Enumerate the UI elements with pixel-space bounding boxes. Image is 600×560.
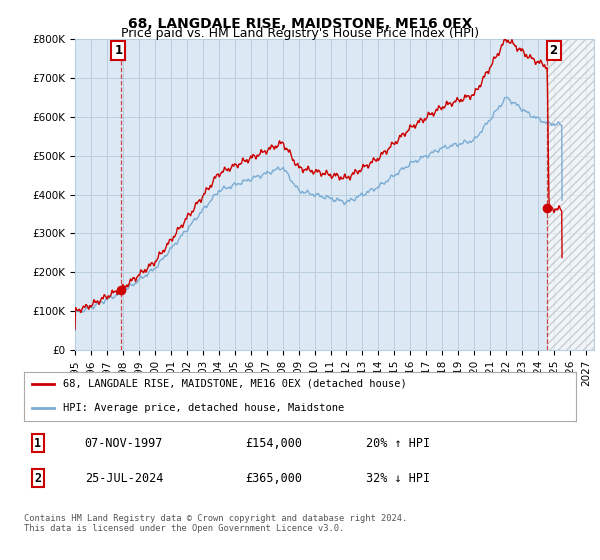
Text: Contains HM Land Registry data © Crown copyright and database right 2024.
This d: Contains HM Land Registry data © Crown c… [24, 514, 407, 534]
Text: 25-JUL-2024: 25-JUL-2024 [85, 472, 163, 484]
Text: 32% ↓ HPI: 32% ↓ HPI [366, 472, 430, 484]
Text: 68, LANGDALE RISE, MAIDSTONE, ME16 0EX (detached house): 68, LANGDALE RISE, MAIDSTONE, ME16 0EX (… [62, 379, 406, 389]
Text: Price paid vs. HM Land Registry's House Price Index (HPI): Price paid vs. HM Land Registry's House … [121, 27, 479, 40]
Text: £154,000: £154,000 [245, 437, 302, 450]
Text: £365,000: £365,000 [245, 472, 302, 484]
Text: 1: 1 [114, 44, 122, 57]
Text: 2: 2 [34, 472, 41, 484]
Text: 07-NOV-1997: 07-NOV-1997 [85, 437, 163, 450]
Text: HPI: Average price, detached house, Maidstone: HPI: Average price, detached house, Maid… [62, 403, 344, 413]
Text: 68, LANGDALE RISE, MAIDSTONE, ME16 0EX: 68, LANGDALE RISE, MAIDSTONE, ME16 0EX [128, 17, 472, 31]
Text: 1: 1 [34, 437, 41, 450]
Text: 2: 2 [550, 44, 557, 57]
Text: 20% ↑ HPI: 20% ↑ HPI [366, 437, 430, 450]
